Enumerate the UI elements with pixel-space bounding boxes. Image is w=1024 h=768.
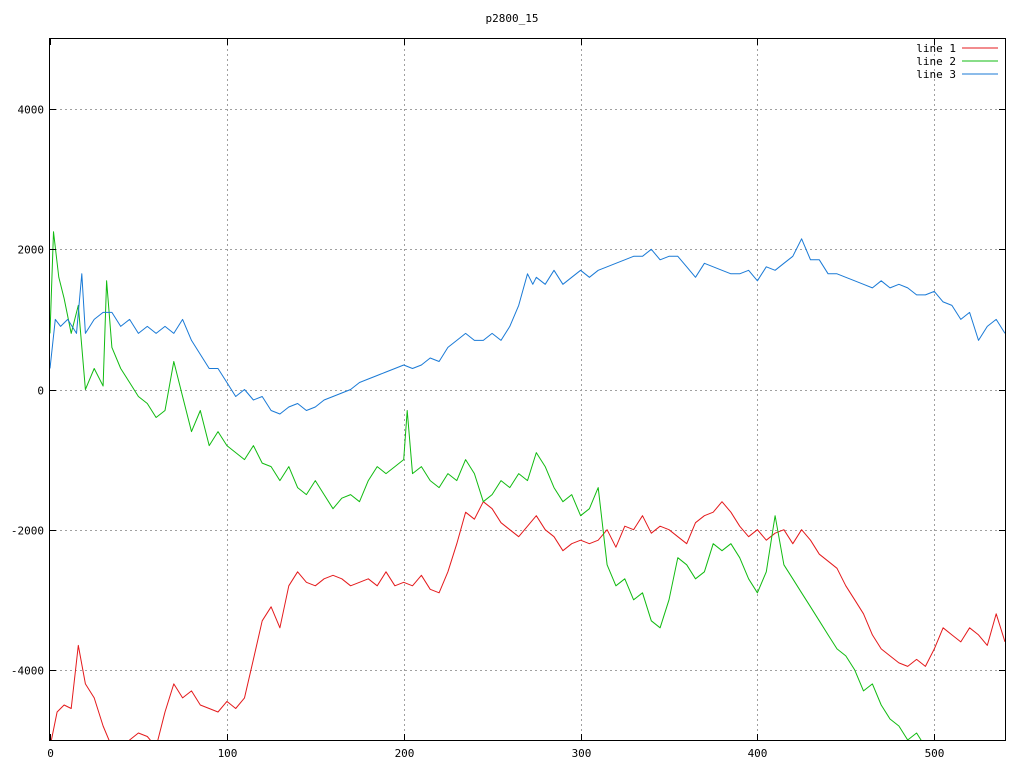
x-tick-label: 400: [748, 747, 768, 760]
legend-label-2: line 2: [916, 55, 956, 68]
series-lines: [50, 231, 1005, 740]
series-line-2: [50, 231, 922, 740]
legend-label-3: line 3: [916, 68, 956, 81]
plot-frame: [49, 38, 1006, 741]
y-tick-label: -4000: [11, 665, 44, 678]
y-tick-label: 4000: [18, 104, 45, 117]
y-tick-label: 2000: [18, 244, 45, 257]
axis-ticks: 0 100 200 300 400 500 -4000 -2000 0 2000 4000: [11, 39, 1005, 760]
chart-title: p2800_15: [486, 12, 539, 25]
series-line-3: [50, 238, 1005, 415]
series-line-1: [50, 501, 1005, 740]
x-tick-label: 500: [925, 747, 945, 760]
grid: [50, 39, 1005, 740]
y-tick-label: 0: [37, 385, 44, 398]
x-tick-label: 0: [47, 747, 54, 760]
x-tick-label: 300: [572, 747, 592, 760]
legend-label-1: line 1: [916, 42, 956, 55]
x-tick-label: 200: [395, 747, 415, 760]
x-tick-label: 100: [218, 747, 238, 760]
y-tick-label: -2000: [11, 525, 44, 538]
